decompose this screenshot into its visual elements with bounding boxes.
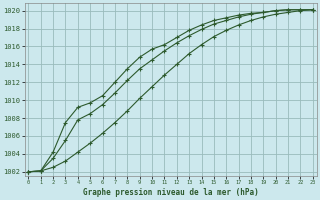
- X-axis label: Graphe pression niveau de la mer (hPa): Graphe pression niveau de la mer (hPa): [83, 188, 259, 197]
